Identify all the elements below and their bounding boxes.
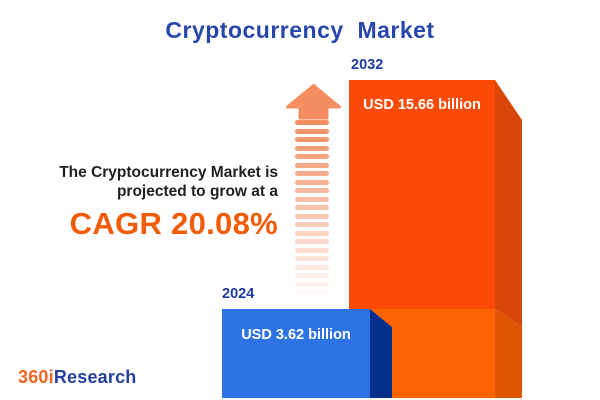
growth-arrow-stripe [295,171,329,176]
growth-arrow-stripe [295,162,329,168]
bar-2032-side-base-segment [495,309,522,398]
growth-arrow-stripe [295,188,329,193]
tagline-block: The Cryptocurrency Market is projected t… [59,163,278,242]
growth-arrow-stripe [295,222,329,227]
growth-arrow-stripe [295,230,329,236]
growth-arrow-head [286,84,341,120]
growth-arrow-stripe [295,128,329,134]
bar-2024-side [370,309,392,398]
bar-2024-year-label: 2024 [222,286,255,302]
bar-2024-face [222,309,370,398]
growth-arrow-stripe [295,179,329,185]
growth-arrow-stripe [295,247,329,253]
growth-arrow-stripe [295,154,329,159]
bar-2032-year-label: 2032 [351,57,384,73]
logo-prefix: 360i [18,367,54,387]
growth-arrow-stripe [295,145,329,151]
growth-arrow-stripe [295,256,329,261]
page-title: Cryptocurrency Market [165,17,435,43]
growth-arrow-icon [286,84,341,299]
growth-arrow-stripe [295,290,329,295]
growth-arrow-stripe [295,196,329,202]
bar-2032-face-growth-segment [349,80,495,309]
growth-arrow-stripe [295,239,329,244]
tagline-line-2: projected to grow at a [116,183,278,200]
growth-arrow-stripe [295,120,329,125]
tagline-line-1: The Cryptocurrency Market is [59,164,278,181]
growth-arrow-stripe [295,205,329,210]
growth-arrow-stripe [295,281,329,287]
growth-arrow-stripe [295,137,329,142]
growth-arrow-stripe [295,213,329,219]
growth-arrow-stripe [295,273,329,278]
logo-suffix: Research [53,367,137,387]
bar-2024-value-label: USD 3.62 billion [241,327,351,343]
bar-2032-value-label: USD 15.66 billion [363,97,481,113]
bar-2032-side-growth-segment [495,80,522,327]
cagr-value: CAGR 20.08% [69,206,278,241]
logo-360iresearch: 360iResearch [18,367,137,388]
growth-arrow-stripe [295,264,329,270]
